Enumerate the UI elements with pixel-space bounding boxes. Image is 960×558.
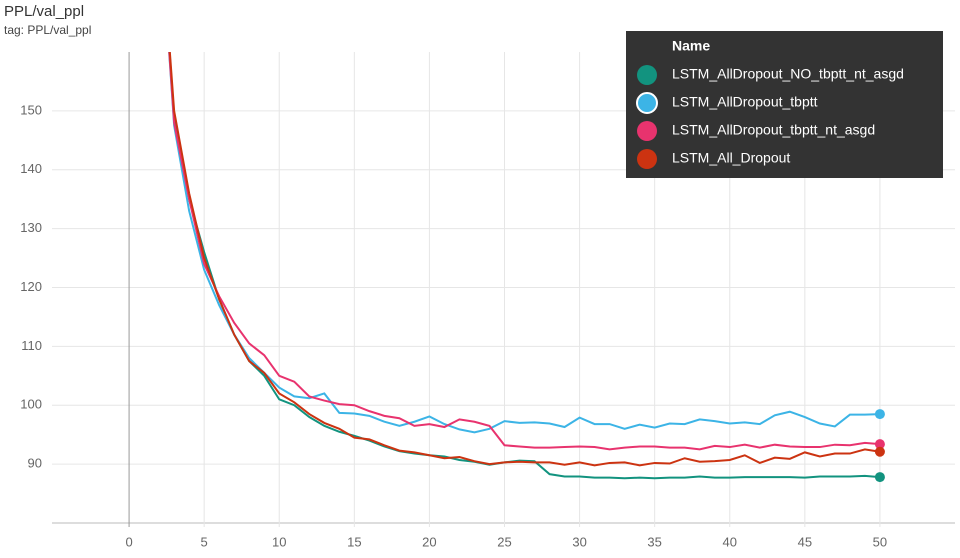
legend-label: LSTM_AllDropout_NO_tbptt_nt_asgd <box>672 66 904 82</box>
series-line <box>168 52 880 451</box>
x-tick-label: 35 <box>647 534 661 549</box>
legend-label: LSTM_AllDropout_tbptt_nt_asgd <box>672 122 875 138</box>
legend: Name LSTM_AllDropout_NO_tbptt_nt_asgd LST… <box>626 31 943 178</box>
end-point <box>874 472 885 483</box>
x-tick-label: 40 <box>723 534 737 549</box>
end-point <box>874 409 885 420</box>
legend-marker <box>637 149 657 169</box>
y-tick-label: 90 <box>28 456 42 471</box>
legend-marker <box>636 92 658 114</box>
x-tick-label: 0 <box>125 534 132 549</box>
legend-title: Name <box>672 38 710 54</box>
x-tick-label: 10 <box>272 534 286 549</box>
grid: 90 100 110 120 130 140 150 0 5 10 15 20 25 30 35 40 45 50 <box>20 52 955 549</box>
legend-label: LSTM_All_Dropout <box>672 150 790 166</box>
x-tick-label: 30 <box>572 534 586 549</box>
y-tick-label: 140 <box>20 161 42 176</box>
legend-marker <box>637 65 657 85</box>
x-tick-label: 5 <box>201 534 208 549</box>
y-tick-label: 120 <box>20 279 42 294</box>
y-tick-label: 150 <box>20 102 42 117</box>
x-tick-label: 45 <box>798 534 812 549</box>
legend-box <box>626 31 943 178</box>
legend-label: LSTM_AllDropout_tbptt <box>672 94 818 110</box>
lines <box>168 52 885 483</box>
x-tick-label: 20 <box>422 534 436 549</box>
end-point <box>874 439 885 450</box>
x-tick-label: 50 <box>873 534 887 549</box>
chart-subtitle: tag: PPL/val_ppl <box>4 23 91 37</box>
y-tick-label: 110 <box>21 338 42 353</box>
series-line <box>168 52 881 467</box>
x-tick-label: 25 <box>497 534 511 549</box>
legend-marker <box>637 121 657 141</box>
y-tick-label: 130 <box>20 220 42 235</box>
x-tick-label: 15 <box>347 534 361 549</box>
y-tick-label: 100 <box>20 397 42 412</box>
chart-title: PPL/val_ppl <box>4 3 84 20</box>
end-point <box>874 446 885 457</box>
